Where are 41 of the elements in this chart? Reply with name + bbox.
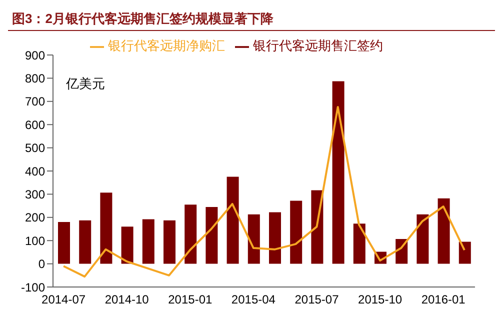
bar (79, 220, 92, 264)
y-tick-label: -100 (20, 280, 46, 294)
chart-title: 图3：2月银行代客远期售汇签约规模显著下降 (8, 8, 495, 31)
legend-label: 银行代客远期售汇签约 (253, 38, 383, 53)
bar (353, 224, 366, 264)
x-tick-label: 2015-07 (294, 292, 340, 307)
y-tick-label: 0 (38, 257, 46, 272)
bar (121, 226, 134, 264)
bar (248, 214, 260, 264)
x-tick-label: 2016-01 (421, 292, 466, 307)
y-tick-label: 300 (24, 187, 46, 202)
bar (164, 220, 176, 264)
y-tick-label: 100 (24, 234, 46, 248)
bar (184, 204, 197, 264)
x-tick-label: 2015-01 (168, 292, 212, 307)
y-tick-label: 200 (24, 210, 46, 225)
bar (290, 200, 302, 264)
bar (332, 81, 344, 264)
legend-label: 银行代客远期净购汇 (108, 38, 225, 53)
bar (269, 212, 281, 264)
bar (438, 198, 450, 264)
bar (458, 242, 471, 264)
x-tick-label: 2015-04 (231, 292, 276, 307)
bar (416, 214, 429, 264)
y-tick-label: 900 (24, 48, 46, 62)
line-series (62, 106, 466, 278)
bar (100, 192, 112, 264)
bar (206, 206, 218, 264)
x-tick-label: 2014-07 (42, 292, 86, 307)
y-tick-label: 400 (24, 164, 46, 178)
bar (226, 176, 239, 264)
y-tick-label: 500 (24, 141, 46, 156)
bar (142, 219, 154, 264)
y-axis-title: 亿美元 (66, 75, 105, 93)
y-tick-label: 600 (24, 118, 46, 132)
y-tick-label: 700 (24, 94, 46, 109)
y-tick-label: 800 (24, 71, 46, 86)
x-tick-label: 2015-10 (358, 292, 402, 307)
bar (311, 190, 324, 264)
x-tick-label: 2014-10 (104, 292, 150, 307)
bar (58, 222, 70, 264)
